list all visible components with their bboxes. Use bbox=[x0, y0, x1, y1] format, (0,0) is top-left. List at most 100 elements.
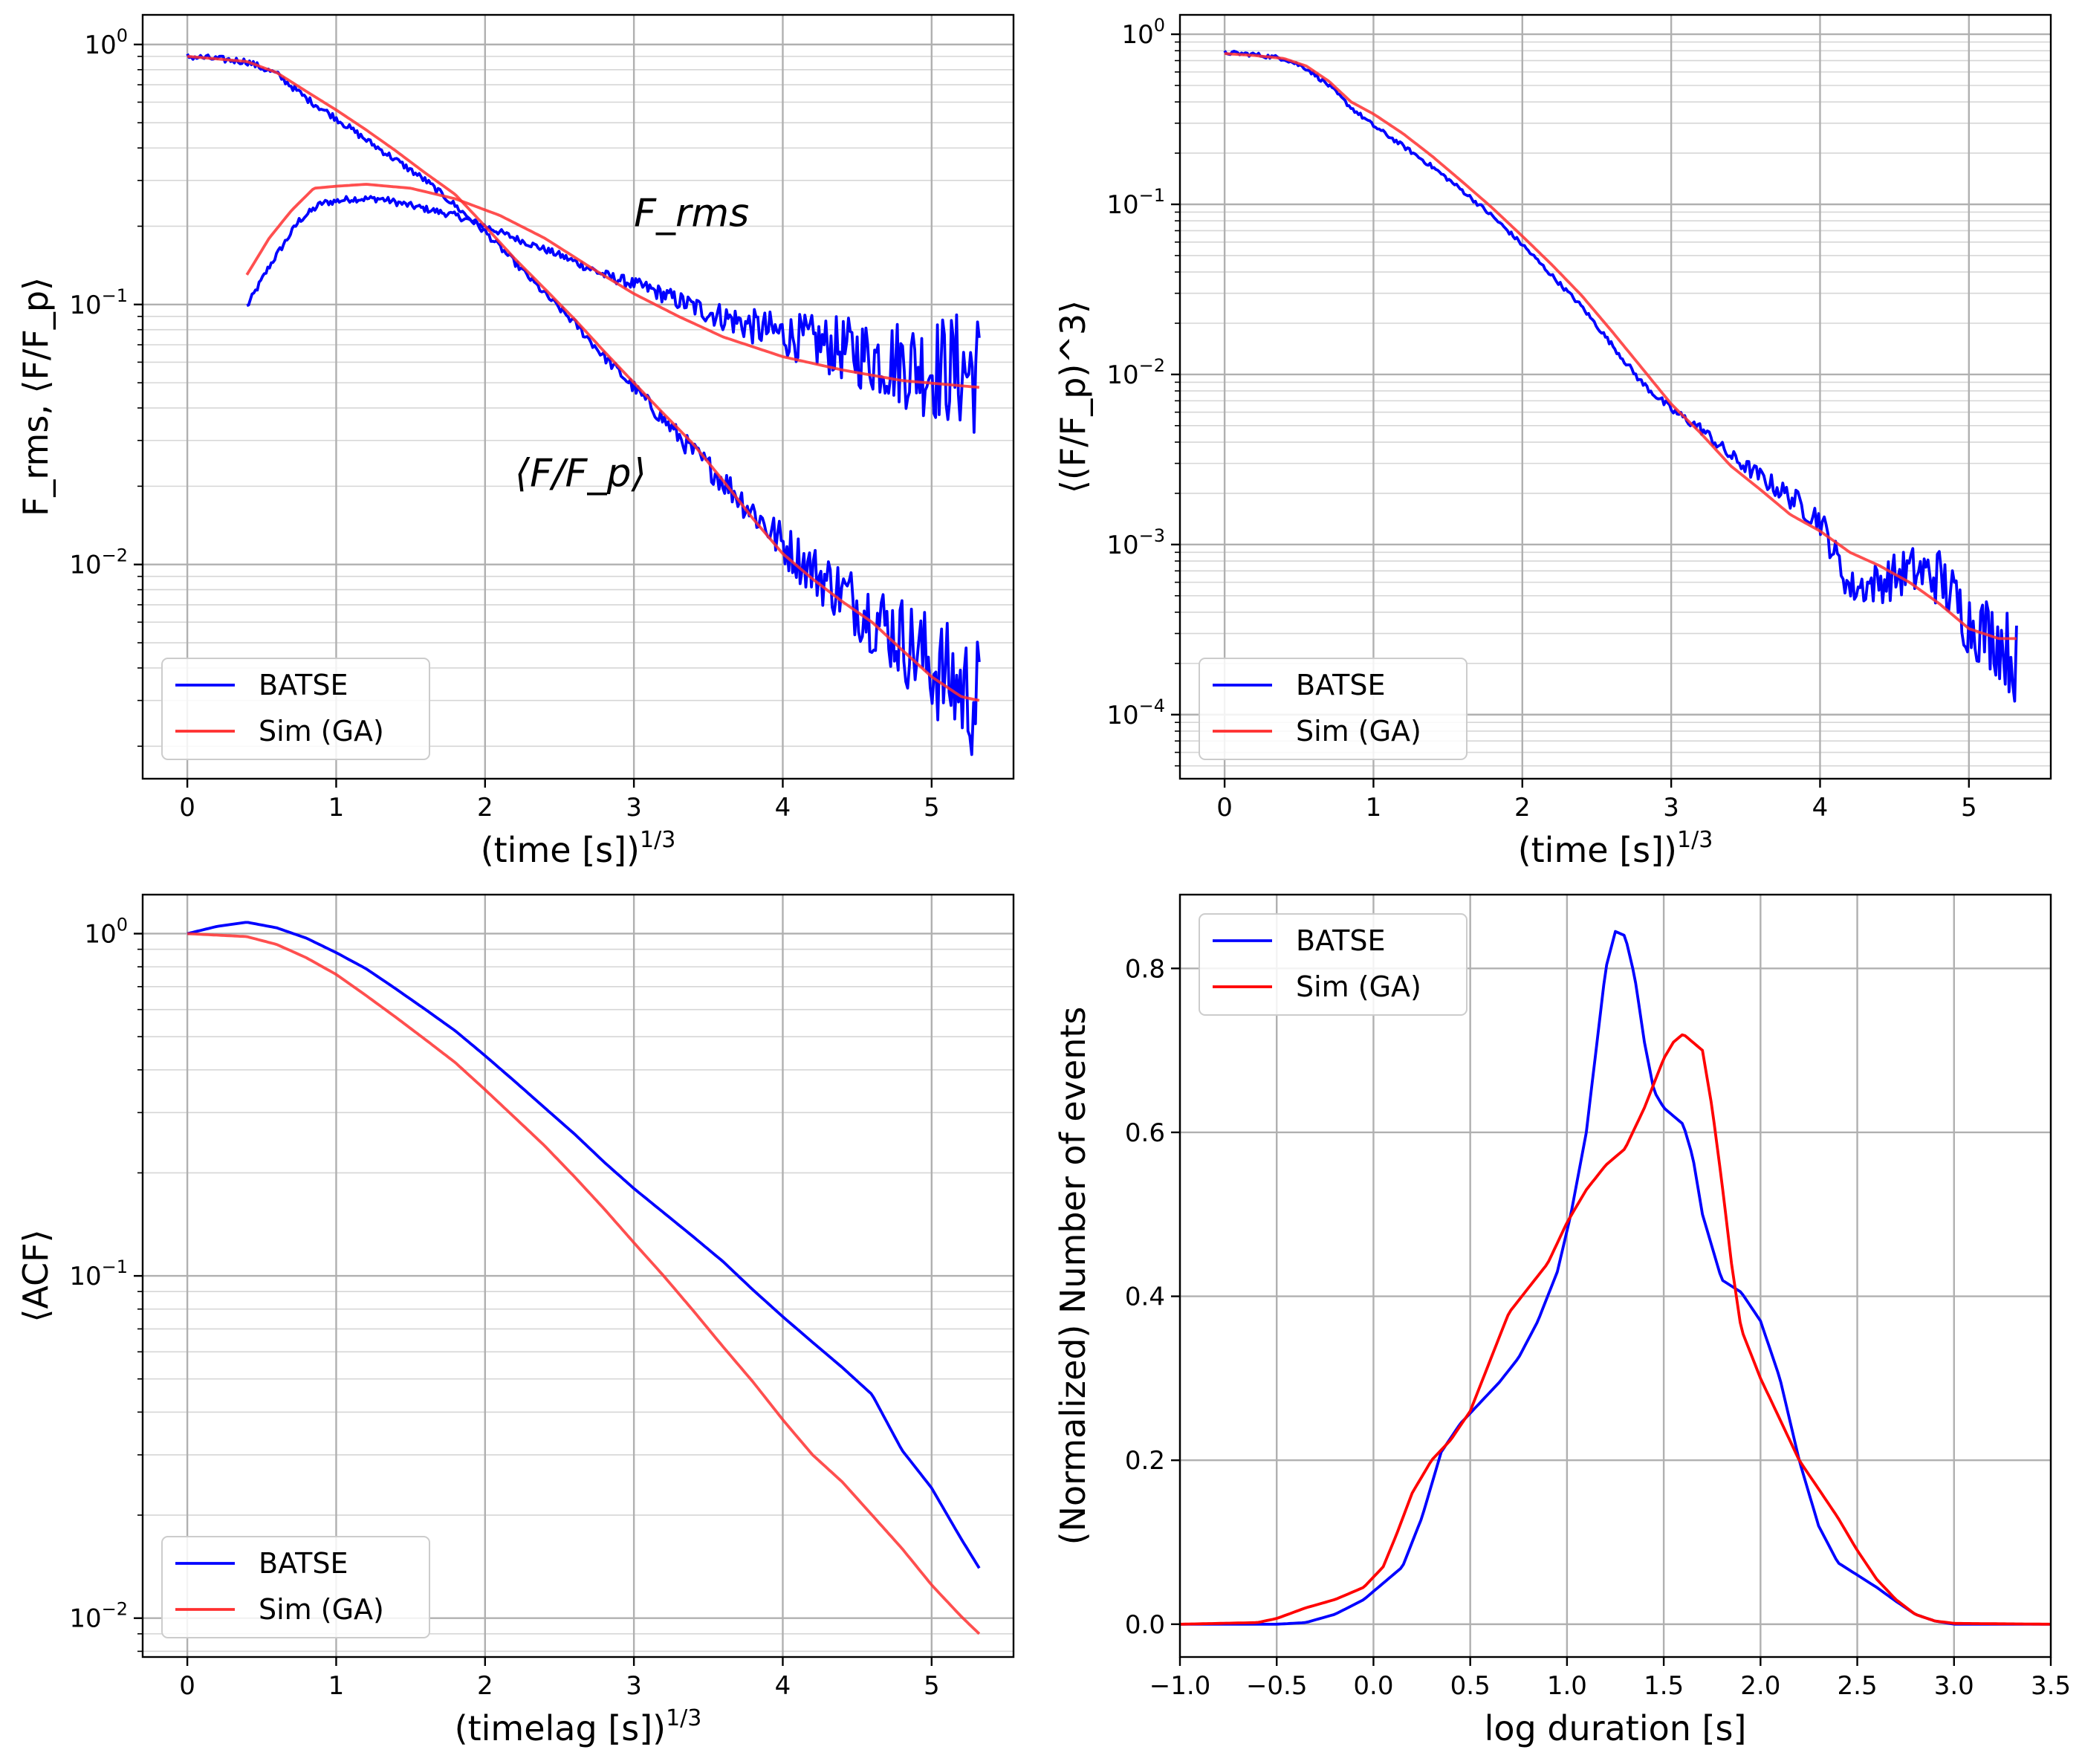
legend: BATSE Sim (GA) bbox=[1199, 913, 1468, 1016]
y-ticks: 0.0 0.2 0.4 0.6 0.8 bbox=[1125, 954, 1180, 1640]
legend-label-sim-ga: Sim (GA) bbox=[1296, 715, 1421, 748]
x-tick-label: 4 bbox=[775, 1671, 791, 1701]
series-group bbox=[1180, 930, 2051, 1626]
legend-box bbox=[1199, 913, 1468, 1016]
x-ticks: 0 1 2 3 4 5 bbox=[1216, 779, 1977, 823]
x-tick-label: 1 bbox=[328, 793, 345, 823]
legend-box bbox=[1199, 658, 1468, 760]
legend-label-sim-ga: Sim (GA) bbox=[259, 1593, 384, 1626]
y-ticks: 100 10−1 10−2 bbox=[69, 25, 143, 748]
y-tick-label: 0.0 bbox=[1125, 1610, 1165, 1640]
series-line-batse bbox=[187, 921, 981, 1569]
x-tick-label: 3.5 bbox=[2031, 1671, 2071, 1701]
y-tick-label: 100 bbox=[84, 914, 128, 949]
x-tick-label: −1.0 bbox=[1149, 1671, 1211, 1701]
x-axis-label-exponent: 1/3 bbox=[640, 827, 675, 853]
x-axis-label-text: log duration [s] bbox=[1485, 1708, 1747, 1748]
legend: BATSE Sim (GA) bbox=[1199, 658, 1468, 760]
series-group bbox=[1223, 50, 2018, 703]
x-tick-label: 2 bbox=[477, 1671, 493, 1701]
x-tick-label: −0.5 bbox=[1246, 1671, 1308, 1701]
x-tick-label: 2.5 bbox=[1838, 1671, 1878, 1701]
y-axis-label: ⟨ACF⟩ bbox=[16, 1229, 56, 1322]
legend-label-batse: BATSE bbox=[1296, 669, 1385, 701]
x-ticks: 0 1 2 3 4 5 bbox=[179, 1657, 940, 1701]
x-tick-label: 1 bbox=[328, 1671, 345, 1701]
x-tick-label: 2.0 bbox=[1740, 1671, 1780, 1701]
y-tick-label: 10−3 bbox=[1106, 525, 1165, 560]
series-line-batse-frms bbox=[246, 195, 981, 434]
y-tick-label: 10−4 bbox=[1106, 695, 1165, 730]
y-tick-label: 10−2 bbox=[69, 545, 128, 580]
series-group bbox=[187, 921, 981, 1635]
y-ticks: 100 10−1 10−2 10−3 10−4 bbox=[1106, 15, 1180, 767]
x-axis-label-text: (time [s]) bbox=[1518, 830, 1677, 870]
x-tick-label: 3 bbox=[626, 793, 642, 823]
x-tick-label: 1.5 bbox=[1644, 1671, 1684, 1701]
plot-frame bbox=[1178, 893, 2052, 1658]
legend-label-sim-ga: Sim (GA) bbox=[259, 715, 384, 748]
series-line-batse bbox=[1223, 50, 2018, 703]
x-axis-label: (timelag [s])1/3 bbox=[455, 1705, 702, 1748]
x-tick-label: 4 bbox=[775, 793, 791, 823]
series-line-sim-ga bbox=[187, 932, 981, 1635]
series-line-sim-ga-f-fp bbox=[187, 55, 980, 702]
y-tick-label: 100 bbox=[1121, 15, 1165, 50]
x-ticks: −1.0 −0.5 0.0 0.5 1.0 1.5 2.0 2.5 3.0 3.5 bbox=[1149, 1657, 2071, 1701]
panel-top-left: 0 1 2 3 4 5 100 10−1 10−2 (time [s])1/3 F_rms, ⟨F/… bbox=[16, 13, 1015, 870]
plot-frame bbox=[1178, 13, 2052, 780]
x-tick-label: 3 bbox=[1663, 793, 1679, 823]
y-axis-label: ⟨(F/F_p)^3⟩ bbox=[1053, 300, 1093, 493]
series-line-sim-ga bbox=[1224, 52, 2017, 641]
legend-label-sim-ga: Sim (GA) bbox=[1296, 970, 1421, 1003]
y-tick-label: 0.6 bbox=[1125, 1118, 1165, 1148]
x-axis-label-exponent: 1/3 bbox=[1677, 827, 1713, 853]
y-axis-label: (Normalized) Number of events bbox=[1053, 1007, 1093, 1546]
x-tick-label: 5 bbox=[924, 793, 940, 823]
x-tick-label: 1 bbox=[1366, 793, 1382, 823]
legend: BATSE Sim (GA) bbox=[161, 658, 430, 760]
legend-label-batse: BATSE bbox=[259, 669, 348, 701]
y-tick-label: 10−2 bbox=[69, 1599, 128, 1634]
y-tick-label: 0.4 bbox=[1125, 1283, 1165, 1312]
x-tick-label: 0.5 bbox=[1450, 1671, 1491, 1701]
x-axis-label: (time [s])1/3 bbox=[1518, 827, 1713, 870]
y-tick-label: 10−2 bbox=[1106, 355, 1165, 390]
x-axis-label: (time [s])1/3 bbox=[481, 827, 676, 870]
y-tick-label: 10−1 bbox=[69, 285, 128, 320]
plot-frame bbox=[141, 13, 1015, 780]
x-axis-label-text: (time [s]) bbox=[481, 830, 640, 870]
x-tick-label: 4 bbox=[1812, 793, 1829, 823]
x-axis-label-exponent: 1/3 bbox=[666, 1705, 701, 1731]
x-tick-label: 5 bbox=[924, 1671, 940, 1701]
y-ticks: 100 10−1 10−2 bbox=[69, 914, 143, 1653]
panel-bottom-left: 0 1 2 3 4 5 100 10−1 10−2 (timelag [s])1/3 ⟨ACF⟩ BA… bbox=[16, 893, 1015, 1748]
y-tick-label: 10−1 bbox=[69, 1256, 128, 1291]
y-tick-label: 0.2 bbox=[1125, 1446, 1165, 1476]
legend-box bbox=[161, 658, 430, 760]
annotation-label: F_rms bbox=[634, 191, 749, 236]
x-tick-label: 1.0 bbox=[1547, 1671, 1587, 1701]
y-tick-label: 0.8 bbox=[1125, 954, 1165, 984]
x-tick-label: 0.0 bbox=[1353, 1671, 1393, 1701]
series-line-batse-f-fp bbox=[186, 53, 981, 756]
y-axis-label: F_rms, ⟨F/F_p⟩ bbox=[16, 277, 56, 516]
x-tick-label: 5 bbox=[1961, 793, 1977, 823]
series-line-batse bbox=[1180, 930, 2051, 1626]
x-tick-label: 0 bbox=[1216, 793, 1233, 823]
legend-label-batse: BATSE bbox=[259, 1547, 348, 1580]
legend-label-batse: BATSE bbox=[1296, 924, 1385, 957]
x-axis-label-text: (timelag [s]) bbox=[455, 1708, 666, 1748]
x-tick-label: 3 bbox=[626, 1671, 642, 1701]
x-ticks: 0 1 2 3 4 5 bbox=[179, 779, 940, 823]
legend-box bbox=[161, 1536, 430, 1638]
series-line-sim-ga-frms bbox=[245, 183, 980, 389]
x-tick-label: 0 bbox=[179, 1671, 195, 1701]
series-group bbox=[186, 53, 981, 756]
panel-bottom-right: −1.0 −0.5 0.0 0.5 1.0 1.5 2.0 2.5 3.0 3.50.00.20.… bbox=[1053, 893, 2071, 1748]
x-axis-label: log duration [s] bbox=[1485, 1708, 1747, 1748]
x-tick-label: 3.0 bbox=[1934, 1671, 1974, 1701]
y-tick-label: 10−1 bbox=[1106, 185, 1165, 220]
legend: BATSE Sim (GA) bbox=[161, 1536, 430, 1638]
